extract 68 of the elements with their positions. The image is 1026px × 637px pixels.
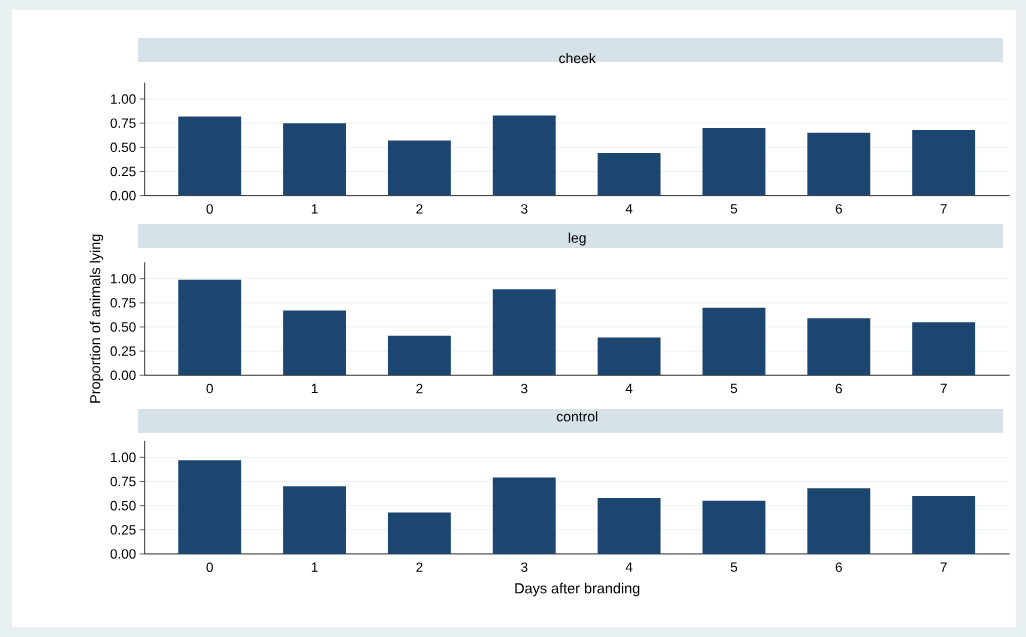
- x-tick-label: 5: [730, 383, 738, 394]
- bar: [912, 322, 976, 376]
- y-tick-label: 0.50: [110, 322, 136, 332]
- x-tick-label: 5: [730, 562, 738, 572]
- y-tick-label: 0.50: [110, 142, 136, 153]
- x-tick-label: 0: [206, 562, 213, 572]
- bar: [597, 153, 661, 196]
- bar: [492, 289, 556, 376]
- y-tick-label: 0.00: [110, 370, 136, 381]
- bar: [178, 116, 242, 196]
- bar: [807, 132, 871, 196]
- y-tick-label: 0.75: [110, 298, 136, 308]
- x-tick-label: 1: [311, 204, 318, 214]
- bar: [912, 129, 976, 196]
- bar: [912, 495, 976, 554]
- y-tick-label: 0.50: [110, 500, 136, 511]
- y-tick-label: 0.25: [110, 346, 136, 356]
- chart-title: cheek: [559, 52, 596, 64]
- x-tick-label: 7: [940, 383, 947, 394]
- bar: [702, 500, 766, 554]
- bar: [492, 477, 556, 554]
- bar: [178, 279, 242, 376]
- x-tick-label: 4: [625, 562, 633, 572]
- x-tick-label: 1: [311, 383, 318, 394]
- bar: [492, 115, 556, 196]
- x-tick-label: 2: [416, 204, 423, 214]
- x-tick-label: 6: [835, 204, 842, 214]
- y-tick-label: 0.00: [110, 190, 136, 201]
- bar: [597, 497, 661, 554]
- y-tick-label: 0.25: [110, 166, 136, 177]
- x-tick-label: 4: [625, 204, 633, 214]
- chart-title: control: [556, 411, 598, 422]
- x-tick-label: 7: [940, 204, 947, 214]
- bar: [702, 307, 766, 376]
- x-tick-label: 1: [311, 562, 318, 572]
- y-tick-label: 1.00: [111, 94, 136, 104]
- bar: [387, 335, 451, 376]
- x-axis-title: Days after branding: [515, 582, 640, 597]
- bar: [807, 488, 871, 554]
- x-tick-label: 2: [416, 383, 423, 394]
- y-tick-label: 0.25: [110, 525, 136, 535]
- x-tick-label: 4: [625, 383, 633, 394]
- bar: [807, 318, 871, 376]
- y-tick-label: 0.75: [110, 118, 136, 128]
- bar: [597, 337, 661, 376]
- bar: [702, 128, 766, 196]
- bar: [283, 486, 347, 554]
- chart-title: leg: [568, 232, 586, 246]
- x-tick-label: 0: [206, 383, 213, 394]
- y-tick-label: 1.00: [111, 273, 136, 284]
- x-tick-label: 7: [940, 562, 947, 572]
- x-tick-label: 6: [835, 562, 842, 572]
- y-tick-label: 0.75: [110, 476, 136, 487]
- x-tick-label: 0: [206, 204, 213, 214]
- bar: [283, 123, 347, 196]
- x-tick-label: 3: [521, 204, 528, 214]
- y-axis-title: Proportion of animals lying: [89, 234, 104, 403]
- x-tick-label: 6: [835, 383, 842, 394]
- x-tick-label: 2: [416, 562, 423, 572]
- bar: [387, 512, 451, 554]
- x-tick-label: 5: [730, 204, 738, 214]
- x-tick-label: 3: [521, 383, 528, 394]
- x-tick-label: 3: [521, 562, 528, 572]
- bar: [178, 460, 242, 554]
- bar: [283, 310, 347, 376]
- y-tick-label: 1.00: [111, 452, 136, 463]
- y-tick-label: 0.00: [110, 549, 136, 559]
- bar: [387, 140, 451, 196]
